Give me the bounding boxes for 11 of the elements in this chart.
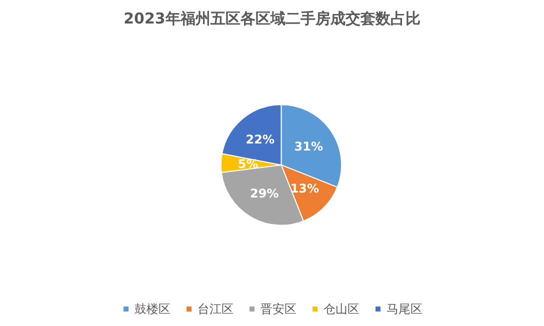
data-label: 29%: [250, 186, 279, 200]
legend-label: 晋安区: [260, 302, 296, 316]
legend-label: 仓山区: [324, 302, 360, 316]
legend-label: 台江区: [198, 302, 234, 316]
data-label: 13%: [290, 181, 320, 196]
data-label: 31%: [294, 139, 324, 154]
data-label: 22%: [246, 132, 274, 146]
chart-title: 2023年福州五区各区域二手房成交套数占比: [124, 10, 420, 28]
legend-label: 马尾区: [386, 302, 422, 316]
data-label: 5%: [238, 156, 258, 171]
legend-label: 鼓楼区: [134, 302, 170, 316]
